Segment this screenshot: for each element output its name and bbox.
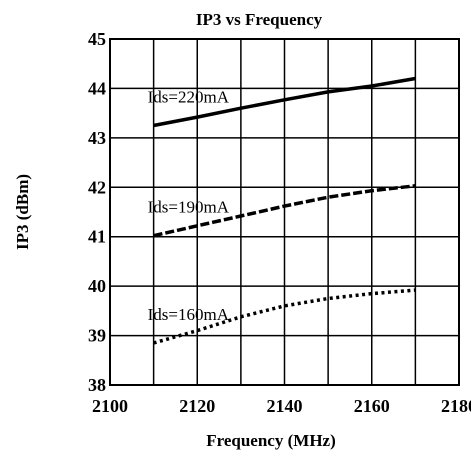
x-tick-label: 2100: [92, 396, 128, 416]
series-label: Ids=160mA: [148, 305, 230, 324]
series-line: [153, 184, 416, 238]
x-tick-labels: 2100 2120 2140 2160 2180: [92, 396, 471, 416]
y-tick-label: 40: [88, 276, 106, 296]
y-tick-label: 43: [88, 128, 106, 148]
x-tick-label: 2180: [441, 396, 471, 416]
series-labels: Ids=220mA Ids=190mA Ids=160mA: [148, 88, 230, 324]
x-tick-label: 2140: [267, 396, 303, 416]
y-tick-label: 39: [88, 326, 106, 346]
series-line: [153, 76, 416, 128]
y-tick-labels: 38 39 40 41 42 43 44 45: [88, 29, 106, 395]
plot-frame: [109, 38, 460, 386]
series-label: Ids=190mA: [148, 198, 230, 217]
series-layer: [153, 76, 416, 345]
series-label: Ids=220mA: [148, 88, 230, 107]
y-axis-label: IP3 (dBm): [13, 174, 32, 250]
y-tick-label: 38: [88, 375, 106, 395]
x-tick-label: 2120: [179, 396, 215, 416]
x-tick-label: 2160: [354, 396, 390, 416]
x-axis-label: Frequency (MHz): [206, 431, 336, 450]
y-tick-label: 45: [88, 29, 106, 49]
y-tick-label: 44: [88, 78, 106, 98]
y-tick-label: 42: [88, 177, 106, 197]
chart-title: IP3 vs Frequency: [196, 10, 323, 29]
y-tick-label: 41: [88, 227, 106, 247]
